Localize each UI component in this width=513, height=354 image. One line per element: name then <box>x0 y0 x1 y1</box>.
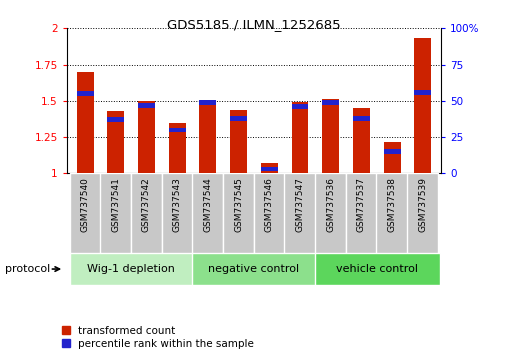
Text: negative control: negative control <box>208 264 300 274</box>
Bar <box>384 142 401 173</box>
Text: GSM737536: GSM737536 <box>326 177 335 233</box>
Bar <box>138 103 155 108</box>
Bar <box>169 123 186 173</box>
Bar <box>76 72 93 173</box>
Legend: transformed count, percentile rank within the sample: transformed count, percentile rank withi… <box>62 326 254 349</box>
Bar <box>261 163 278 173</box>
Bar <box>377 173 408 253</box>
Bar <box>200 102 216 173</box>
Bar <box>407 173 439 253</box>
Text: GSM737539: GSM737539 <box>418 177 427 233</box>
Text: GSM737543: GSM737543 <box>173 177 182 232</box>
Text: GSM737538: GSM737538 <box>387 177 397 233</box>
Bar <box>169 127 186 132</box>
Bar <box>76 91 93 96</box>
Text: GSM737545: GSM737545 <box>234 177 243 232</box>
Bar <box>415 39 431 173</box>
Text: Wig-1 depletion: Wig-1 depletion <box>87 264 175 274</box>
Text: GSM737546: GSM737546 <box>265 177 274 232</box>
Bar <box>291 102 308 173</box>
Bar <box>69 253 194 285</box>
Bar <box>315 253 440 285</box>
Bar <box>162 173 193 253</box>
Bar <box>131 173 162 253</box>
Bar <box>261 167 278 171</box>
Bar <box>322 100 339 105</box>
Bar <box>384 149 401 154</box>
Text: GSM737547: GSM737547 <box>295 177 305 232</box>
Bar <box>107 118 124 122</box>
Bar <box>353 116 370 121</box>
Bar <box>291 104 308 109</box>
Text: GSM737542: GSM737542 <box>142 177 151 232</box>
Bar <box>315 173 346 253</box>
Bar <box>107 111 124 173</box>
Bar <box>322 99 339 173</box>
Bar <box>200 100 216 105</box>
Bar <box>223 173 254 253</box>
Bar <box>254 173 285 253</box>
Bar <box>346 173 377 253</box>
Bar <box>230 116 247 121</box>
Bar <box>230 110 247 173</box>
Text: GSM737540: GSM737540 <box>81 177 90 232</box>
Bar <box>100 173 131 253</box>
Text: GSM737544: GSM737544 <box>203 177 212 232</box>
Text: GSM737537: GSM737537 <box>357 177 366 233</box>
Bar <box>192 173 224 253</box>
Bar <box>284 173 315 253</box>
Bar <box>69 173 101 253</box>
Bar <box>415 90 431 95</box>
Text: GSM737541: GSM737541 <box>111 177 121 232</box>
Text: GDS5185 / ILMN_1252685: GDS5185 / ILMN_1252685 <box>167 18 341 31</box>
Bar <box>192 253 317 285</box>
Text: vehicle control: vehicle control <box>336 264 418 274</box>
Text: protocol: protocol <box>5 264 50 274</box>
Bar <box>138 101 155 173</box>
Bar <box>353 108 370 173</box>
